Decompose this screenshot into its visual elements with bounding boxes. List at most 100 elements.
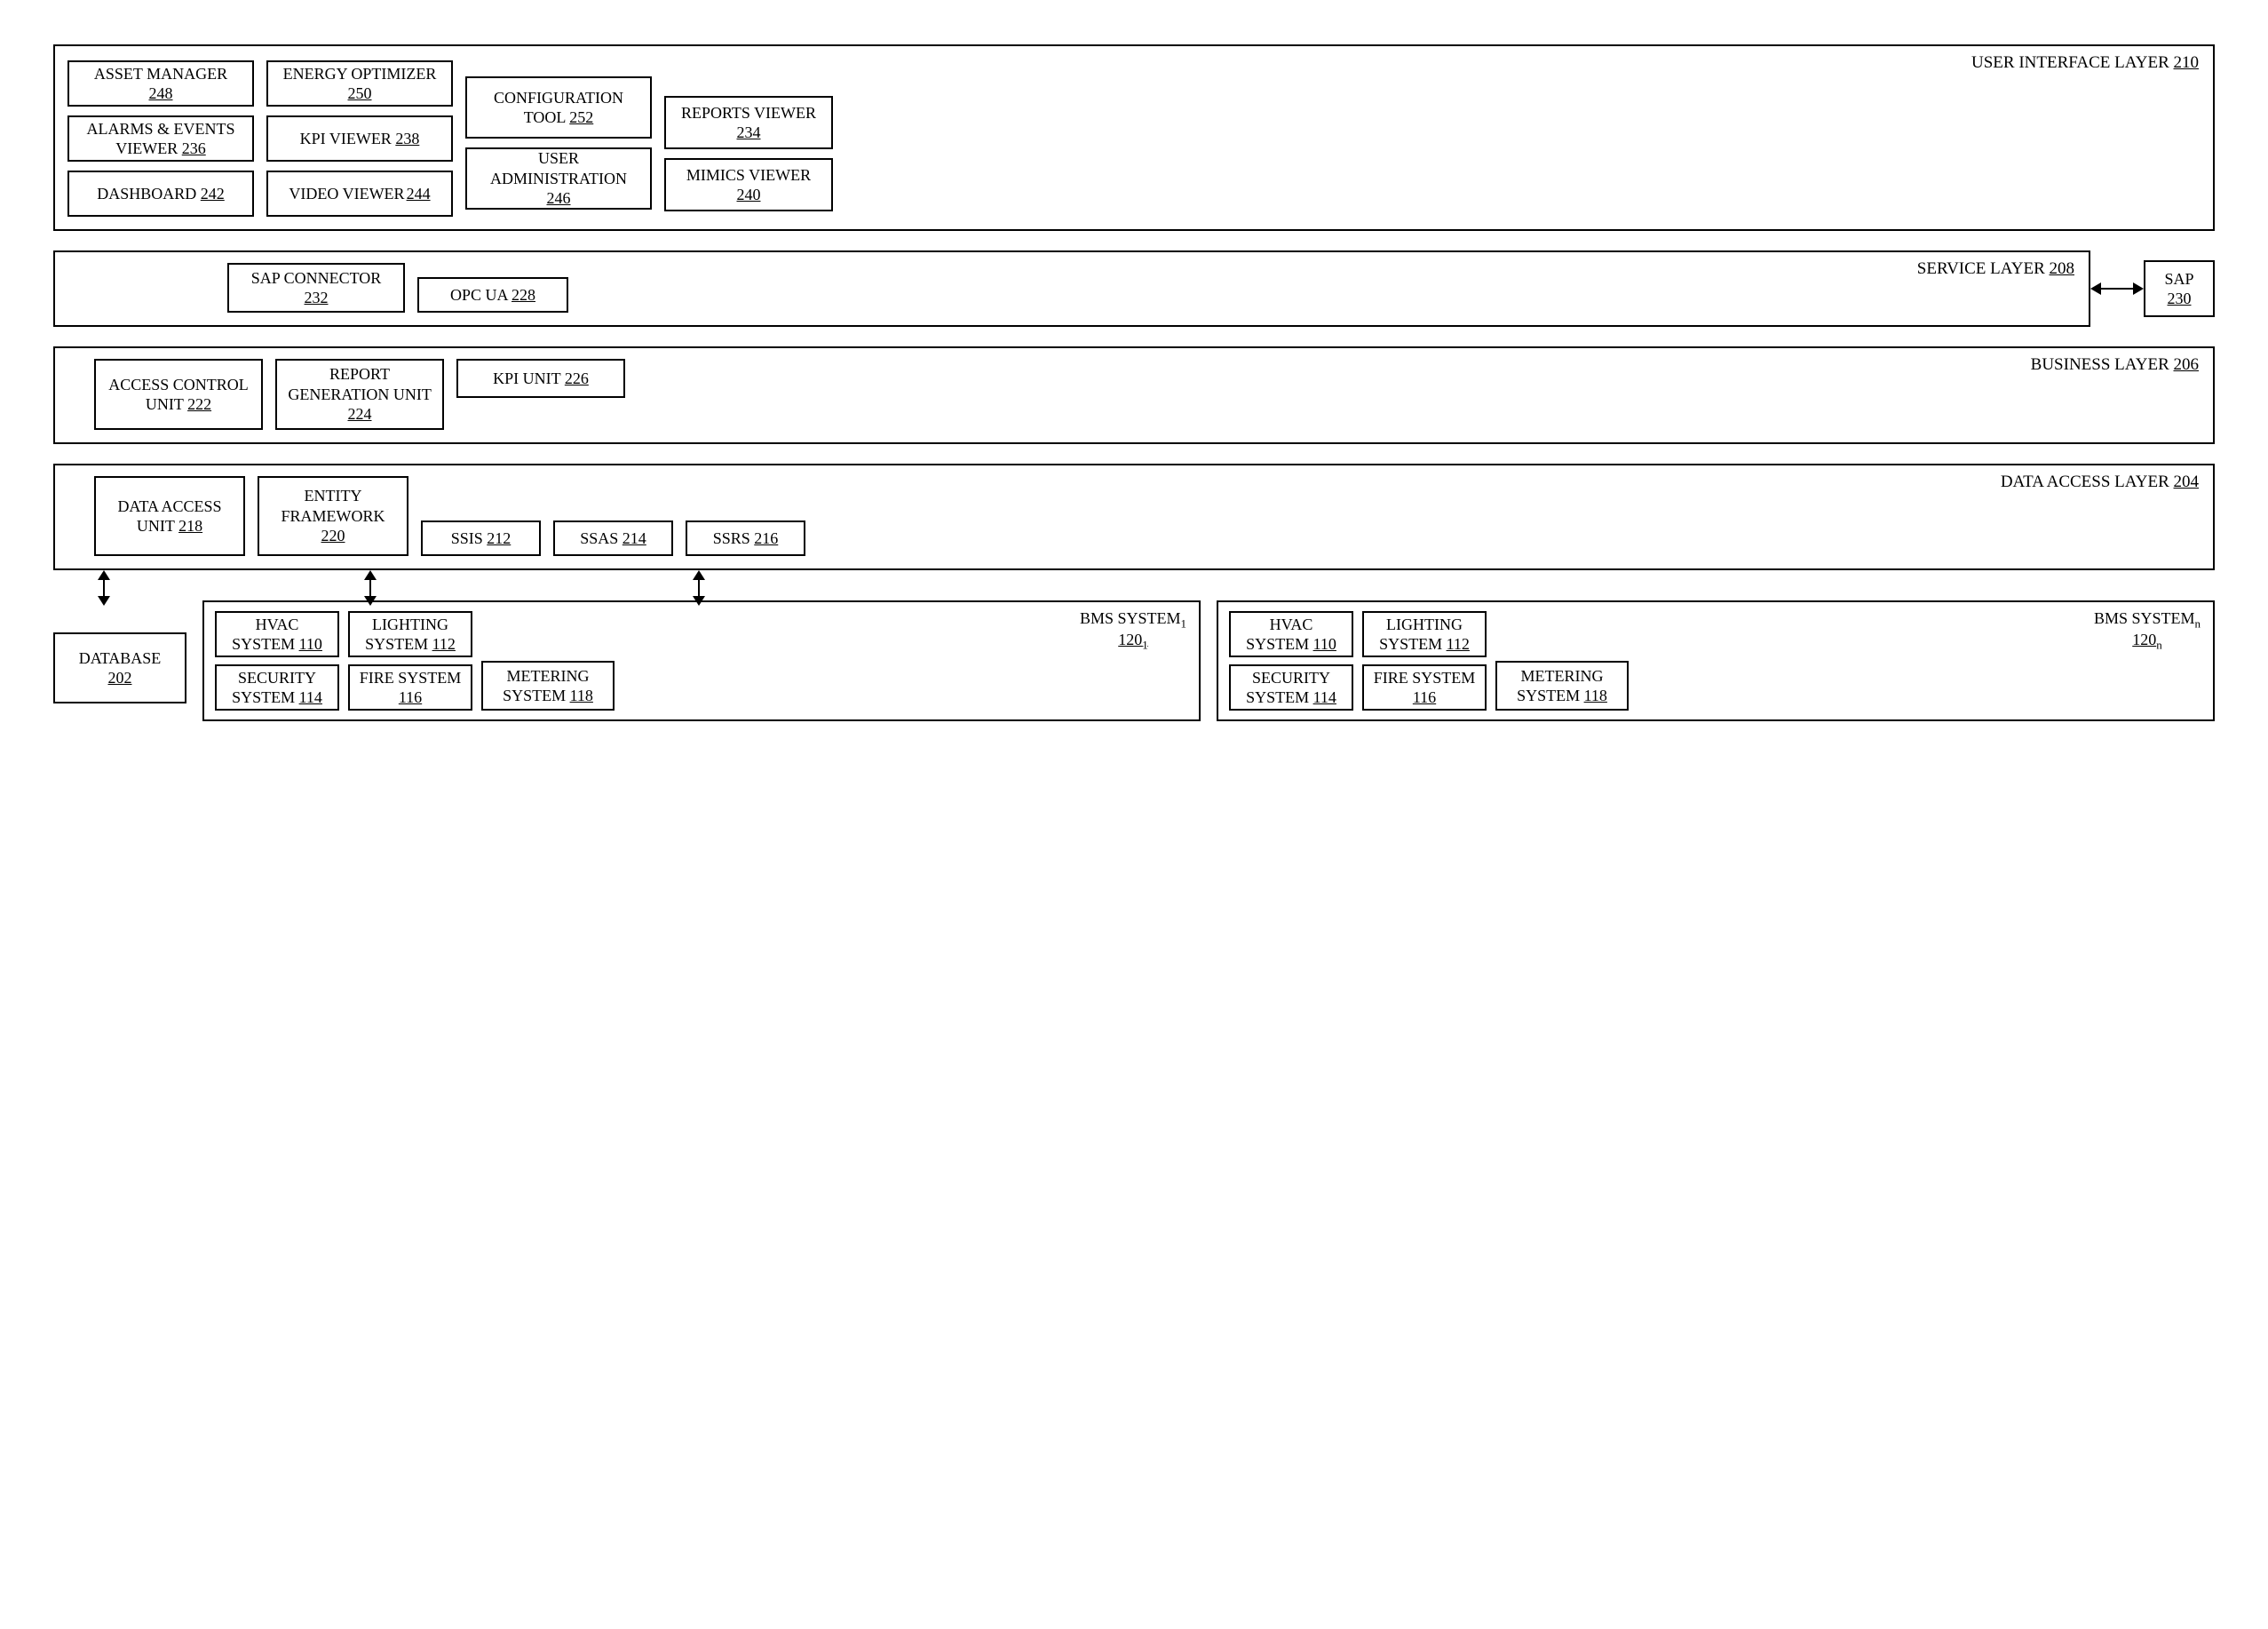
data-access-unit-box: DATA ACCESS UNIT 218 [94,476,245,556]
bms1-box: BMS SYSTEM1 1201 HVAC SYSTEM 110 LIGHTIN… [202,600,1201,721]
sap-ref: 230 [2168,290,2192,307]
bms1-ref: 120 [1118,631,1142,648]
sap-box: SAP 230 [2144,260,2215,317]
bms1-fire-ref: 116 [399,688,422,706]
entity-framework-box: ENTITY FRAMEWORK 220 [258,476,408,556]
sap-connector-ref: 232 [305,289,329,306]
service-layer-title: SERVICE LAYER 208 [1917,259,2074,279]
da-title-text: DATA ACCESS LAYER [2001,473,2169,491]
reports-viewer-label: REPORTS VIEWER [681,104,816,122]
ui-layer-title: USER INTERFACE LAYER 210 [1971,53,2199,73]
user-admin-label: USER ADMINISTRATION [490,149,627,187]
opcua-label: OPC UA [450,286,508,304]
bidir-varrow-icon [98,570,110,606]
video-viewer-box: VIDEO VIEWER244 [266,171,453,217]
ui-col2: ENERGY OPTIMIZER 250 KPI VIEWER 238 VIDE… [266,60,453,217]
ui-layer-title-text: USER INTERFACE LAYER [1971,53,2169,72]
ssas-ref: 214 [623,529,646,547]
sap-arrow-wrap: SAP 230 [2090,250,2215,327]
alarms-events-ref: 236 [182,139,206,157]
energy-optimizer-label: ENERGY OPTIMIZER [283,65,437,83]
dau-ref: 218 [178,517,202,535]
user-admin-box: USER ADMINISTRATION 246 [465,147,652,210]
dashboard-box: DASHBOARD 242 [67,171,254,217]
hvac-box: HVAC SYSTEM 110 [215,611,339,657]
svc-ref: 208 [2050,259,2075,278]
ssis-ref: 212 [487,529,511,547]
reports-viewer-box: REPORTS VIEWER 234 [664,96,833,149]
bms1-sec-ref: 114 [299,688,322,706]
bms1-hvac-label: HVAC SYSTEM [232,616,298,654]
svc-title-text: SERVICE LAYER [1917,259,2045,278]
energy-optimizer-ref: 250 [348,84,372,102]
hvac-box: HVAC SYSTEM 110 [1229,611,1353,657]
lighting-box: LIGHTING SYSTEM 112 [348,611,472,657]
asset-manager-label: ASSET MANAGER [94,65,227,83]
access-control-label: ACCESS CONTROL UNIT [108,376,249,414]
opcua-box: OPC UA 228 [417,277,568,313]
metering-box: METERING SYSTEM 118 [1495,661,1629,711]
ssas-box: SSAS 214 [553,520,673,556]
bmsn-title-text: BMS SYSTEM [2094,609,2195,627]
access-control-ref: 222 [187,395,211,413]
kpi-unit-ref: 226 [565,370,589,387]
biz-ref: 206 [2174,355,2200,374]
bms1-fire-label: FIRE SYSTEM [360,669,462,687]
bmsn-title: BMS SYSTEMn 120n [2094,609,2201,652]
bms1-meter-ref: 118 [570,687,593,704]
kpi-unit-label: KPI UNIT [493,370,560,387]
bmsn-fire-ref: 116 [1413,688,1436,706]
config-tool-label: CONFIGURATION TOOL [494,89,623,127]
ssrs-ref: 216 [754,529,778,547]
ssrs-label: SSRS [713,529,750,547]
business-layer-title: BUSINESS LAYER 206 [2031,355,2199,375]
user-admin-ref: 246 [547,189,571,207]
opcua-ref: 228 [511,286,535,304]
ui-col1: ASSET MANAGER248 ALARMS & EVENTS VIEWER … [67,60,254,217]
energy-optimizer-box: ENERGY OPTIMIZER 250 [266,60,453,107]
ui-col3: CONFIGURATION TOOL 252 USER ADMINISTRATI… [465,76,652,217]
config-tool-ref: 252 [569,108,593,126]
report-gen-label: REPORT GENERATION UNIT [288,365,431,403]
mimics-viewer-label: MIMICS VIEWER [686,166,811,184]
report-gen-ref: 224 [348,405,372,423]
security-box: SECURITY SYSTEM 114 [215,664,339,711]
da-layer-title: DATA ACCESS LAYER 204 [2001,473,2199,492]
bmsn-meter-ref: 118 [1584,687,1607,704]
kpi-viewer-ref: 238 [395,130,419,147]
data-access-layer: DATA ACCESS LAYER 204 DATA ACCESS UNIT 2… [53,464,2215,570]
alarms-events-box: ALARMS & EVENTS VIEWER 236 [67,115,254,162]
reports-viewer-ref: 234 [737,123,761,141]
fire-box: FIRE SYSTEM 116 [348,664,472,711]
bmsn-title-sub: n [2195,617,2201,631]
bmsn-light-ref: 112 [1447,635,1470,653]
ef-label: ENTITY FRAMEWORK [281,487,385,525]
access-control-box: ACCESS CONTROL UNIT 222 [94,359,263,430]
mimics-viewer-ref: 240 [737,186,761,203]
dashboard-ref: 242 [201,185,225,203]
business-layer: BUSINESS LAYER 206 ACCESS CONTROL UNIT 2… [53,346,2215,444]
da-ref: 204 [2174,473,2200,491]
report-gen-box: REPORT GENERATION UNIT 224 [275,359,444,430]
bmsn-ref: 120 [2132,631,2156,648]
ui-layer-ref: 210 [2174,53,2200,72]
sap-label: SAP [2164,270,2193,288]
db-label: DATABASE [79,649,162,667]
database-box: DATABASE 202 [53,632,186,703]
biz-title-text: BUSINESS LAYER [2031,355,2169,374]
sap-connector-box: SAP CONNECTOR232 [227,263,405,313]
dashboard-label: DASHBOARD [97,185,196,203]
security-box: SECURITY SYSTEM 114 [1229,664,1353,711]
bms1-refsub: 1 [1142,639,1148,652]
varrow-row [53,570,2215,600]
metering-box: METERING SYSTEM 118 [481,661,615,711]
ef-ref: 220 [321,527,345,544]
kpi-viewer-box: KPI VIEWER 238 [266,115,453,162]
video-viewer-label: VIDEO VIEWER [289,185,404,203]
bms1-light-ref: 112 [432,635,456,653]
ssrs-box: SSRS 216 [686,520,805,556]
mimics-viewer-box: MIMICS VIEWER 240 [664,158,833,211]
bidir-arrow-icon [2090,282,2144,295]
db-ref: 202 [107,669,131,687]
bmsn-hvac-ref: 110 [1313,635,1336,653]
